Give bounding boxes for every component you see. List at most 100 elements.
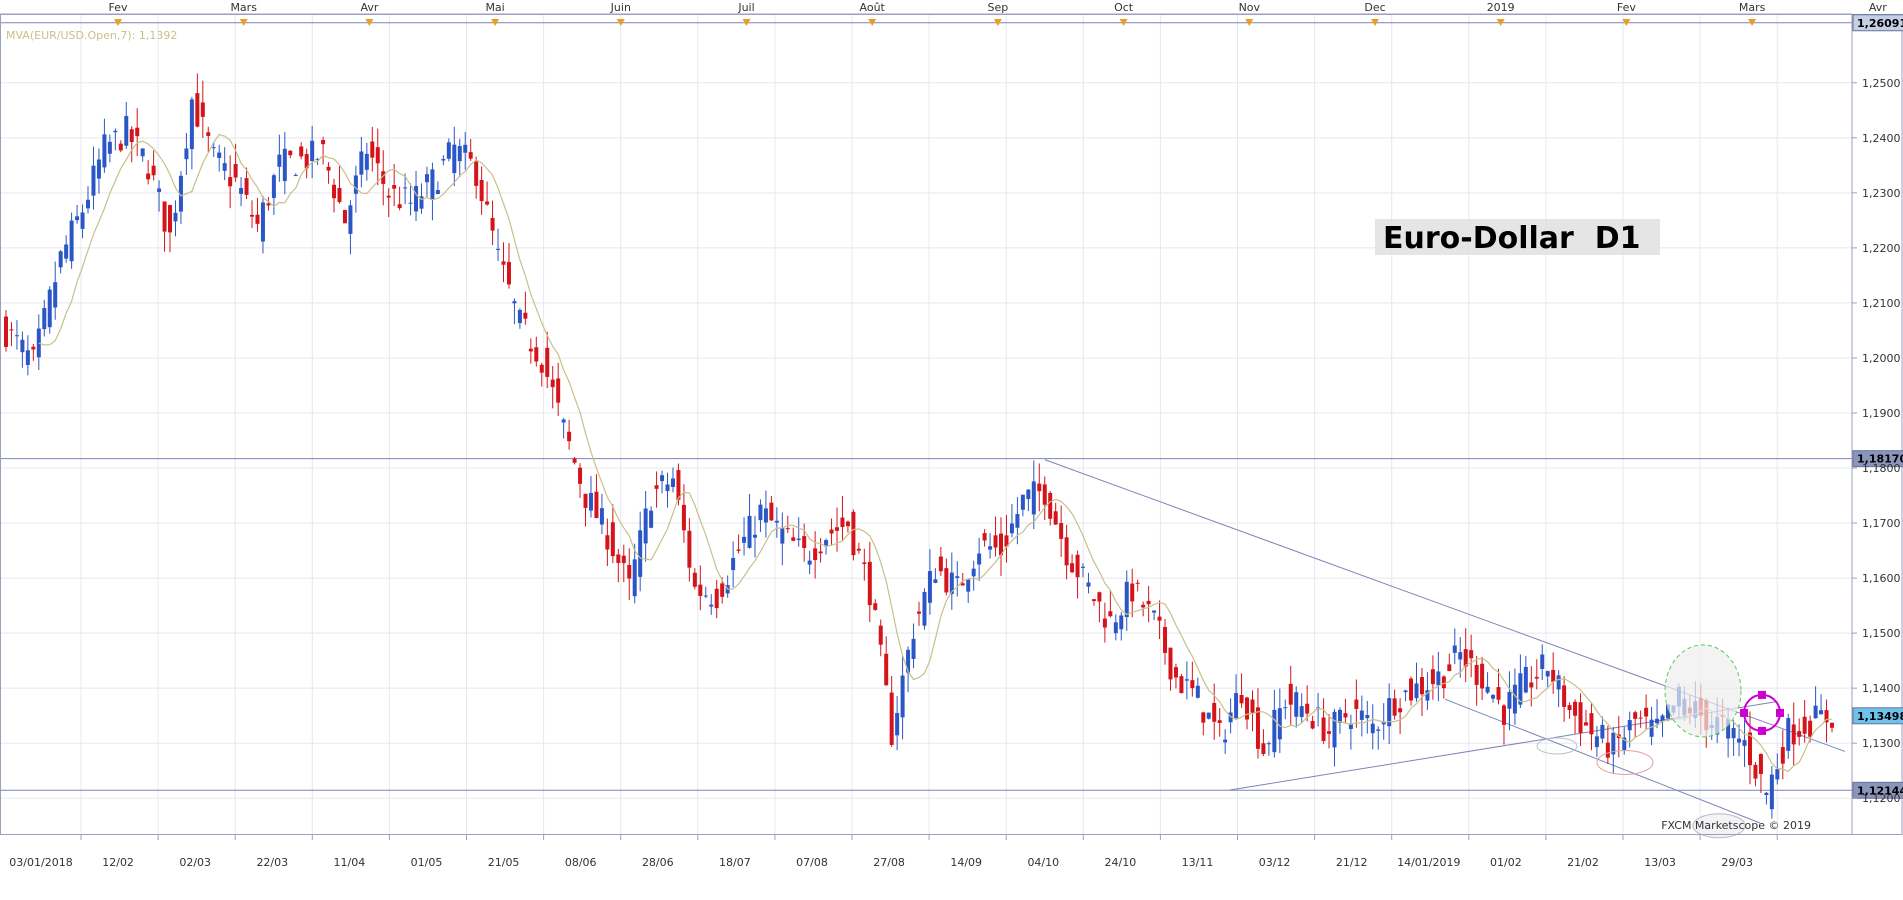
candle-body <box>1594 736 1599 748</box>
month-label: Mars <box>230 1 257 14</box>
candle-body <box>731 558 736 571</box>
candle-body <box>299 146 304 157</box>
candle-body <box>966 579 971 592</box>
candle-body <box>752 534 757 538</box>
candle-body <box>91 165 96 196</box>
candle-body <box>1009 523 1014 534</box>
candle-body <box>698 584 703 596</box>
circle-handle[interactable] <box>1776 708 1784 717</box>
candle-body <box>780 528 785 544</box>
candle-body <box>1091 599 1096 601</box>
chart-title: Euro-Dollar D1 <box>1383 221 1641 256</box>
circle-handle[interactable] <box>1740 708 1748 717</box>
candle-body <box>288 150 293 156</box>
candle-body <box>802 536 807 549</box>
candle-body <box>1665 704 1670 719</box>
candle-body <box>1605 742 1610 758</box>
month-marker <box>1371 19 1379 26</box>
candle-body <box>1436 671 1441 686</box>
candle-body <box>1026 489 1031 500</box>
candle-body <box>1348 723 1353 729</box>
candle-body <box>1113 622 1118 634</box>
candle-body <box>1737 738 1742 743</box>
candle-body <box>1452 645 1457 653</box>
circle-handle[interactable] <box>1758 690 1766 699</box>
date-tick-label: 01/02 <box>1490 856 1522 869</box>
candle-body <box>47 289 52 328</box>
candle-body <box>1430 669 1435 685</box>
candle-body <box>763 508 768 523</box>
candle-body <box>829 529 834 534</box>
candle-body <box>1086 582 1091 587</box>
candle-body <box>676 470 681 500</box>
candle-body <box>1255 707 1260 749</box>
annotations <box>1536 644 1784 839</box>
candle-body <box>999 533 1004 556</box>
date-tick-label: 11/04 <box>334 856 366 869</box>
candle-body <box>211 147 216 149</box>
candle-body <box>1190 680 1195 689</box>
candle-body <box>435 190 440 195</box>
date-tick-label: 14/01/2019 <box>1397 856 1460 869</box>
month-marker <box>1119 19 1128 26</box>
candle-body <box>1600 724 1605 739</box>
candle-body <box>1480 663 1485 689</box>
date-tick-label: 27/08 <box>873 856 905 869</box>
candle-body <box>785 528 790 530</box>
price-tag <box>1852 781 1903 799</box>
price-tick-label: 1,2100 <box>1862 297 1901 310</box>
candle-body <box>474 161 479 186</box>
candle-body <box>977 553 982 565</box>
candle-body <box>949 572 954 594</box>
price-tick-label: 1,1300 <box>1862 737 1901 750</box>
candle-body <box>774 520 779 523</box>
circle-handle[interactable] <box>1758 726 1766 735</box>
candle-body <box>1441 676 1446 689</box>
candle-body <box>1758 753 1763 774</box>
candle-body <box>1491 695 1496 699</box>
date-tick-label: 29/03 <box>1721 856 1753 869</box>
candle-body <box>687 530 692 568</box>
candle-body <box>1070 563 1075 573</box>
candle-body <box>441 158 446 161</box>
price-tick-label: 1,1500 <box>1862 627 1901 640</box>
candle-body <box>1048 492 1053 519</box>
candle-body <box>1398 708 1403 713</box>
candle-body <box>392 184 397 189</box>
date-tick-label: 07/08 <box>796 856 828 869</box>
candle-body <box>381 171 386 184</box>
candle-body <box>1501 705 1506 725</box>
candle-body <box>4 316 8 347</box>
candle-body <box>1053 511 1058 525</box>
watermark: FXCM Marketscope © 2019 <box>1661 819 1811 832</box>
candle-body <box>632 559 637 597</box>
candle-body <box>1644 707 1649 717</box>
candle-body <box>1469 650 1474 659</box>
candle-body <box>906 649 911 673</box>
candle-body <box>293 175 298 177</box>
low-ellipse <box>1536 737 1578 755</box>
candle-body <box>1512 684 1517 714</box>
candle-body <box>200 102 205 117</box>
candle-body <box>233 164 238 178</box>
candle-body <box>1124 581 1129 618</box>
price-tag-label: 1,12144 <box>1857 784 1903 797</box>
candle-body <box>927 571 932 603</box>
low-ellipse <box>1596 749 1654 775</box>
candle-body <box>1731 727 1736 739</box>
candle-body <box>424 174 429 183</box>
candle-body <box>463 144 468 153</box>
candle-body <box>616 554 621 563</box>
candle-body <box>1163 627 1168 653</box>
candle-body <box>315 159 320 161</box>
candle-body <box>430 169 435 201</box>
candle-body <box>807 560 812 565</box>
chart-title-box: Euro-Dollar D1 <box>1375 219 1660 256</box>
candle-body <box>938 556 943 572</box>
price-tag <box>1852 707 1903 725</box>
candle-body <box>1611 732 1616 755</box>
candle-body <box>692 572 697 587</box>
candle-body <box>490 217 495 231</box>
candle-body <box>321 140 326 145</box>
